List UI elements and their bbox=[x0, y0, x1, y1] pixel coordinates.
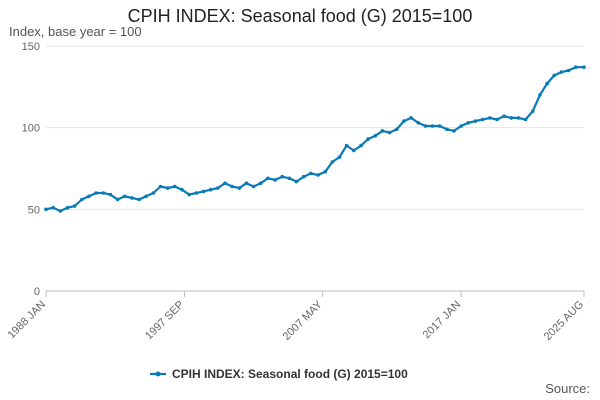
data-point bbox=[87, 194, 91, 199]
data-point bbox=[502, 114, 506, 118]
data-point bbox=[137, 197, 141, 202]
data-point bbox=[545, 81, 549, 86]
data-point bbox=[552, 73, 556, 78]
data-point bbox=[280, 174, 285, 179]
series-line-0 bbox=[45, 66, 584, 213]
data-point bbox=[223, 181, 227, 185]
data-point bbox=[101, 191, 106, 195]
data-point bbox=[373, 134, 378, 138]
y-tick-label: 150 bbox=[22, 41, 40, 53]
data-point bbox=[201, 189, 206, 194]
data-point bbox=[582, 65, 586, 69]
data-point bbox=[402, 119, 406, 123]
data-point bbox=[130, 196, 134, 200]
y-axis-title: Index, base year = 100 bbox=[9, 24, 142, 39]
series-layer bbox=[44, 65, 586, 213]
data-point bbox=[459, 124, 464, 128]
data-point bbox=[480, 117, 485, 122]
data-point bbox=[122, 194, 127, 199]
data-point bbox=[208, 187, 213, 192]
data-point bbox=[380, 129, 385, 133]
data-point bbox=[409, 116, 413, 120]
data-point bbox=[466, 121, 471, 125]
data-point bbox=[316, 173, 320, 177]
data-point bbox=[344, 143, 349, 148]
x-axis: 1988 JAN 1997 SEP 2007 MAY 2017 JAN 2025 AUG bbox=[5, 290, 586, 343]
data-point bbox=[359, 143, 363, 148]
data-point bbox=[187, 192, 191, 197]
data-point bbox=[509, 116, 514, 120]
data-point bbox=[108, 192, 113, 197]
data-point bbox=[423, 124, 428, 128]
y-tick-labels: 0 50 100 150 bbox=[22, 41, 40, 298]
data-point bbox=[294, 179, 299, 184]
data-point bbox=[266, 176, 270, 181]
data-point bbox=[323, 170, 328, 174]
data-point bbox=[194, 191, 199, 195]
data-point bbox=[416, 121, 421, 125]
data-point bbox=[230, 184, 234, 189]
data-point bbox=[387, 130, 392, 135]
data-point bbox=[495, 117, 499, 122]
legend: CPIH INDEX: Seasonal food (G) 2015=100 bbox=[150, 367, 408, 381]
data-point bbox=[151, 191, 156, 195]
data-point bbox=[488, 116, 492, 120]
data-point bbox=[173, 184, 177, 189]
data-point bbox=[72, 204, 77, 208]
data-point bbox=[287, 176, 292, 181]
data-point bbox=[538, 93, 542, 97]
data-point bbox=[251, 184, 256, 189]
data-point bbox=[530, 109, 535, 114]
data-point bbox=[237, 186, 242, 190]
y-tick-label: 0 bbox=[34, 286, 40, 298]
data-point bbox=[44, 207, 48, 212]
legend-swatch-marker bbox=[155, 371, 161, 377]
data-point bbox=[244, 181, 249, 185]
x-tick-label: 1988 JAN bbox=[5, 299, 48, 342]
data-point bbox=[523, 117, 528, 122]
data-point bbox=[366, 137, 370, 141]
data-point bbox=[430, 124, 435, 128]
y-tick-label: 50 bbox=[28, 204, 40, 216]
data-point bbox=[144, 194, 148, 199]
data-point bbox=[65, 205, 70, 210]
legend-label[interactable]: CPIH INDEX: Seasonal food (G) 2015=100 bbox=[172, 367, 408, 381]
data-point bbox=[337, 155, 342, 159]
data-point bbox=[273, 178, 277, 182]
data-point bbox=[330, 160, 335, 164]
data-point bbox=[301, 174, 306, 179]
data-point bbox=[80, 197, 84, 202]
data-point bbox=[394, 127, 399, 132]
data-point bbox=[516, 116, 521, 120]
data-point bbox=[473, 119, 478, 123]
chart-title: CPIH INDEX: Seasonal food (G) 2015=100 bbox=[127, 6, 473, 26]
data-point bbox=[165, 186, 170, 190]
y-tick-label: 100 bbox=[22, 123, 40, 135]
data-point bbox=[445, 127, 449, 132]
data-point bbox=[352, 148, 356, 153]
data-point bbox=[452, 129, 456, 133]
x-tick-label: 2025 AUG bbox=[542, 299, 586, 343]
data-point bbox=[437, 124, 442, 128]
x-tick-label: 2017 JAN bbox=[421, 299, 464, 342]
data-point bbox=[309, 171, 313, 176]
data-point bbox=[58, 209, 63, 213]
source-label: Source: bbox=[545, 381, 590, 396]
data-point bbox=[258, 181, 263, 185]
data-point bbox=[115, 197, 120, 202]
x-tick-label: 1997 SEP bbox=[143, 299, 187, 343]
data-point bbox=[51, 205, 55, 210]
data-point bbox=[158, 184, 163, 189]
data-point bbox=[559, 70, 564, 74]
grid-lines bbox=[46, 45, 584, 210]
data-point bbox=[573, 65, 578, 69]
data-point bbox=[566, 68, 571, 73]
data-point bbox=[216, 186, 220, 190]
data-point bbox=[180, 187, 184, 192]
x-tick-label: 2007 MAY bbox=[281, 298, 326, 343]
data-point bbox=[94, 191, 98, 195]
